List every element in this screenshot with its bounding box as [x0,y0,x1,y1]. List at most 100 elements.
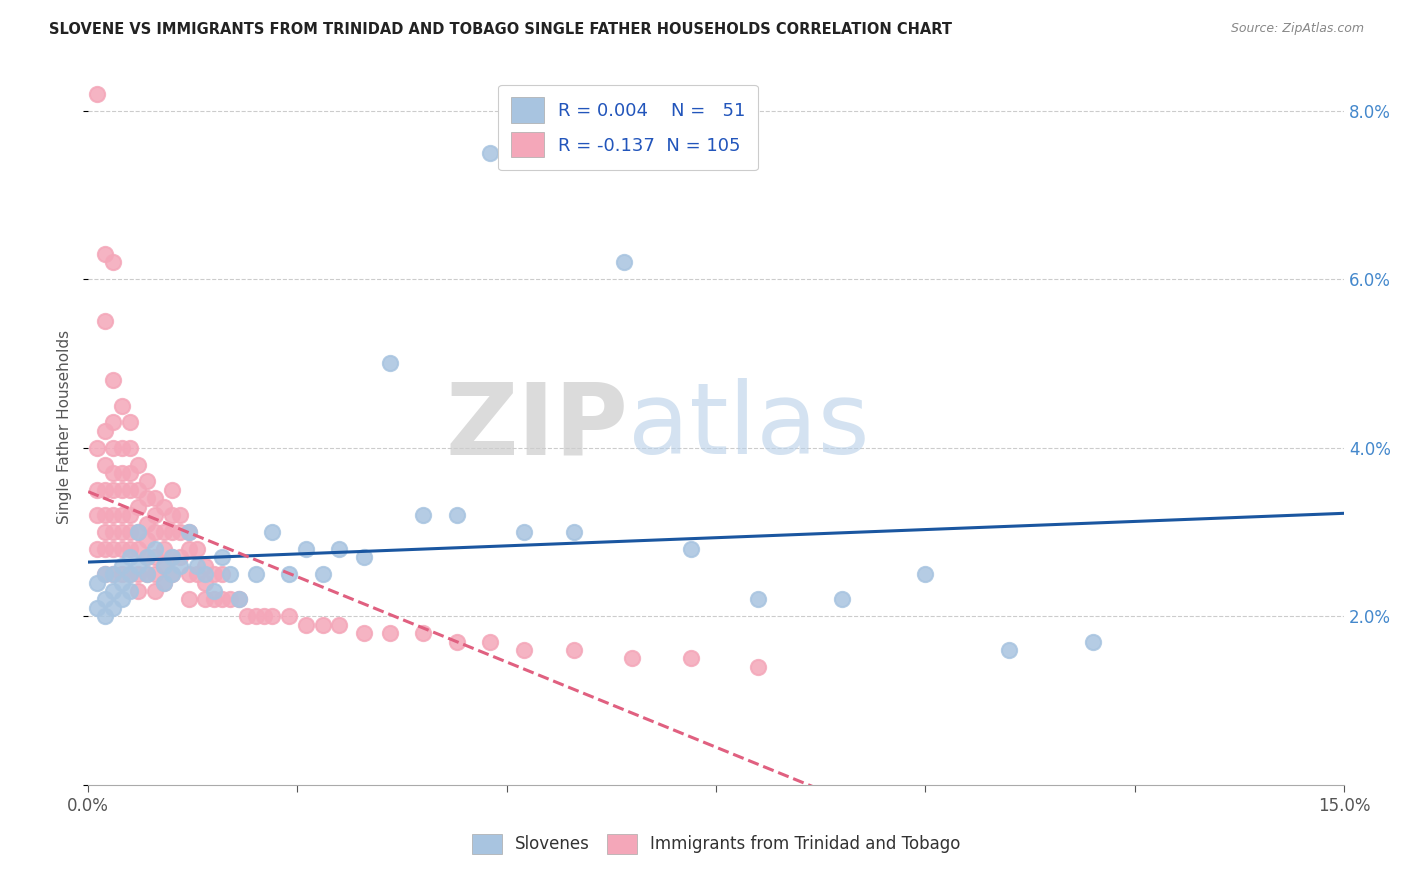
Point [253,609,276,624]
Point [160,567,183,582]
Point [135,567,157,582]
Point [295,617,318,632]
Point [94,247,117,261]
Point [228,592,250,607]
Point [143,567,166,582]
Point [747,592,769,607]
Point [245,567,267,582]
Point [111,483,134,497]
Point [479,634,502,648]
Point [186,558,208,573]
Point [202,583,225,598]
Point [127,583,149,598]
Point [412,626,434,640]
Y-axis label: Single Father Households: Single Father Households [58,329,72,524]
Point [177,567,200,582]
Point [194,575,217,590]
Point [135,475,157,489]
Point [228,592,250,607]
Point [103,508,125,522]
Point [103,255,125,269]
Point [111,441,134,455]
Point [562,643,585,657]
Point [169,550,191,565]
Point [446,634,468,648]
Point [160,567,183,582]
Point [211,567,233,582]
Point [512,643,534,657]
Point [152,524,174,539]
Point [143,583,166,598]
Point [111,508,134,522]
Point [295,541,318,556]
Point [236,609,259,624]
Point [103,373,125,387]
Point [378,626,401,640]
Point [177,524,200,539]
Point [186,541,208,556]
Text: atlas: atlas [628,378,870,475]
Point [143,508,166,522]
Point [328,617,350,632]
Point [679,651,702,665]
Legend: Slovenes, Immigrants from Trinidad and Tobago: Slovenes, Immigrants from Trinidad and T… [464,825,969,863]
Point [202,567,225,582]
Point [94,424,117,438]
Point [103,567,125,582]
Text: ZIP: ZIP [446,378,628,475]
Point [127,558,149,573]
Point [86,508,108,522]
Point [446,508,468,522]
Point [94,508,117,522]
Point [118,524,141,539]
Point [86,441,108,455]
Point [169,508,191,522]
Point [169,558,191,573]
Point [111,567,134,582]
Point [94,483,117,497]
Point [118,483,141,497]
Point [135,550,157,565]
Point [152,575,174,590]
Point [211,592,233,607]
Point [562,524,585,539]
Point [262,524,284,539]
Point [103,466,125,480]
Point [86,575,108,590]
Point [103,416,125,430]
Point [202,592,225,607]
Point [94,609,117,624]
Point [111,592,134,607]
Point [111,575,134,590]
Point [412,508,434,522]
Point [262,609,284,624]
Point [177,592,200,607]
Point [143,524,166,539]
Point [127,541,149,556]
Point [118,550,141,565]
Point [311,617,333,632]
Point [679,541,702,556]
Point [831,592,853,607]
Point [135,533,157,548]
Point [103,583,125,598]
Point [94,541,117,556]
Point [94,314,117,328]
Point [211,550,233,565]
Point [111,466,134,480]
Point [118,508,141,522]
Point [103,567,125,582]
Point [86,600,108,615]
Point [914,567,936,582]
Point [143,541,166,556]
Point [111,524,134,539]
Point [219,567,242,582]
Point [278,609,301,624]
Point [328,541,350,556]
Point [160,550,183,565]
Point [194,567,217,582]
Point [194,558,217,573]
Point [111,558,134,573]
Point [747,660,769,674]
Point [103,441,125,455]
